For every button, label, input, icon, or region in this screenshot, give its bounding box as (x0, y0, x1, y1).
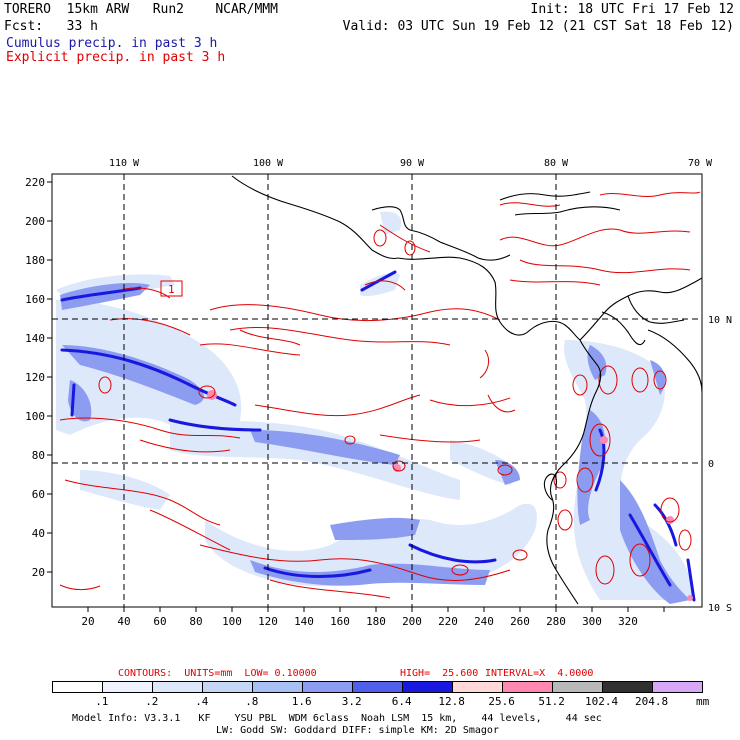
colorbar-unit: mm (696, 695, 710, 708)
x-tick: 140 (294, 615, 314, 628)
colorbar-swatch (402, 681, 453, 693)
x-tick: 320 (618, 615, 638, 628)
lat-label: 10 N (708, 315, 732, 326)
lon-label: 110 W (109, 158, 140, 169)
colorbar-label: .8 (245, 695, 259, 708)
y-tick-labels: 220 200 180 160 140 120 100 80 60 40 20 (25, 176, 45, 579)
y-tick: 100 (25, 410, 45, 423)
contour-high: HIGH= 25.600 (400, 668, 479, 679)
colorbar-swatch (452, 681, 503, 693)
model-info: Model Info: V3.3.1 KF YSU PBL WDM 6class… (72, 713, 602, 724)
lat-label: 10 S (708, 603, 732, 614)
y-tick: 80 (32, 449, 45, 462)
colorbar-label: 25.6 (488, 695, 515, 708)
latlon-grid (52, 174, 702, 607)
colorbar-swatch (652, 681, 703, 693)
colorbar-label: 12.8 (438, 695, 465, 708)
model-run-title: TORERO 15km ARW Run2 NCAR/MMM (4, 2, 278, 17)
contour-interval: INTERVAL=X 4.0000 (485, 668, 594, 679)
colorbar-swatch (52, 681, 103, 693)
x-tick: 80 (189, 615, 202, 628)
axis-ticks (47, 181, 665, 612)
y-tick: 120 (25, 371, 45, 384)
y-tick: 20 (32, 566, 45, 579)
lon-labels: 110 W 100 W 90 W 80 W 70 W (109, 158, 713, 169)
valid-time: Valid: 03 UTC Sun 19 Feb 12 (21 CST Sat … (342, 19, 734, 34)
colorbar-swatch (102, 681, 153, 693)
colorbar-swatch (302, 681, 353, 693)
y-tick: 140 (25, 332, 45, 345)
colorbar-label: 6.4 (391, 695, 412, 708)
x-tick: 300 (582, 615, 602, 628)
lon-label: 90 W (400, 158, 425, 169)
colorbar-swatch (352, 681, 403, 693)
x-tick: 180 (366, 615, 386, 628)
x-tick: 120 (258, 615, 278, 628)
forecast-hour: Fcst: 33 h (4, 19, 98, 34)
init-time: Init: 18 UTC Fri 17 Feb 12 (530, 2, 735, 17)
map-frame (51, 173, 703, 608)
lon-label: 70 W (688, 158, 713, 169)
legend-explicit: Explicit precip. in past 3 h (6, 50, 226, 65)
colorbar-label: .4 (195, 695, 209, 708)
colorbar-label: .2 (145, 695, 159, 708)
y-tick: 40 (32, 527, 45, 540)
precip-field (56, 211, 696, 604)
y-tick: 180 (25, 254, 45, 267)
legend-cumulus: Cumulus precip. in past 3 h (6, 36, 218, 51)
colorbar-swatch (152, 681, 203, 693)
lat-labels: 10 N 0 10 S (708, 315, 732, 614)
x-tick: 100 (222, 615, 242, 628)
x-tick-labels: 20 40 60 80 100 120 140 160 180 200 220 … (81, 615, 638, 628)
x-tick: 60 (153, 615, 166, 628)
colorbar-label: 102.4 (585, 695, 619, 708)
x-tick: 240 (474, 615, 494, 628)
y-tick: 160 (25, 293, 45, 306)
lat-label: 0 (708, 459, 714, 470)
label-box (160, 280, 183, 297)
x-tick: 20 (81, 615, 94, 628)
colorbar-label: 51.2 (538, 695, 565, 708)
colorbar-swatch (502, 681, 553, 693)
colorbar-label: 1.6 (291, 695, 312, 708)
x-tick: 40 (117, 615, 130, 628)
y-tick: 200 (25, 215, 45, 228)
box-label: 1 (168, 283, 175, 296)
explicit-contours (59, 191, 701, 599)
colorbar-label: .1 (95, 695, 109, 708)
lon-label: 80 W (544, 158, 569, 169)
y-tick: 220 (25, 176, 45, 189)
colorbar-swatch (552, 681, 603, 693)
x-tick: 280 (546, 615, 566, 628)
x-tick: 200 (402, 615, 422, 628)
coastlines (231, 175, 702, 605)
physics-info: LW: Godd SW: Goddard DIFF: simple KM: 2D… (216, 725, 499, 736)
colorbar-label: 204.8 (635, 695, 669, 708)
colorbar-swatch (602, 681, 653, 693)
x-tick: 160 (330, 615, 350, 628)
x-tick: 220 (438, 615, 458, 628)
contour-info: CONTOURS: UNITS=mm LOW= 0.10000 (118, 668, 317, 679)
colorbar-swatch (202, 681, 253, 693)
colorbar-label: 3.2 (341, 695, 362, 708)
lon-label: 100 W (253, 158, 284, 169)
y-tick: 60 (32, 488, 45, 501)
colorbar-swatch (252, 681, 303, 693)
x-tick: 260 (510, 615, 530, 628)
